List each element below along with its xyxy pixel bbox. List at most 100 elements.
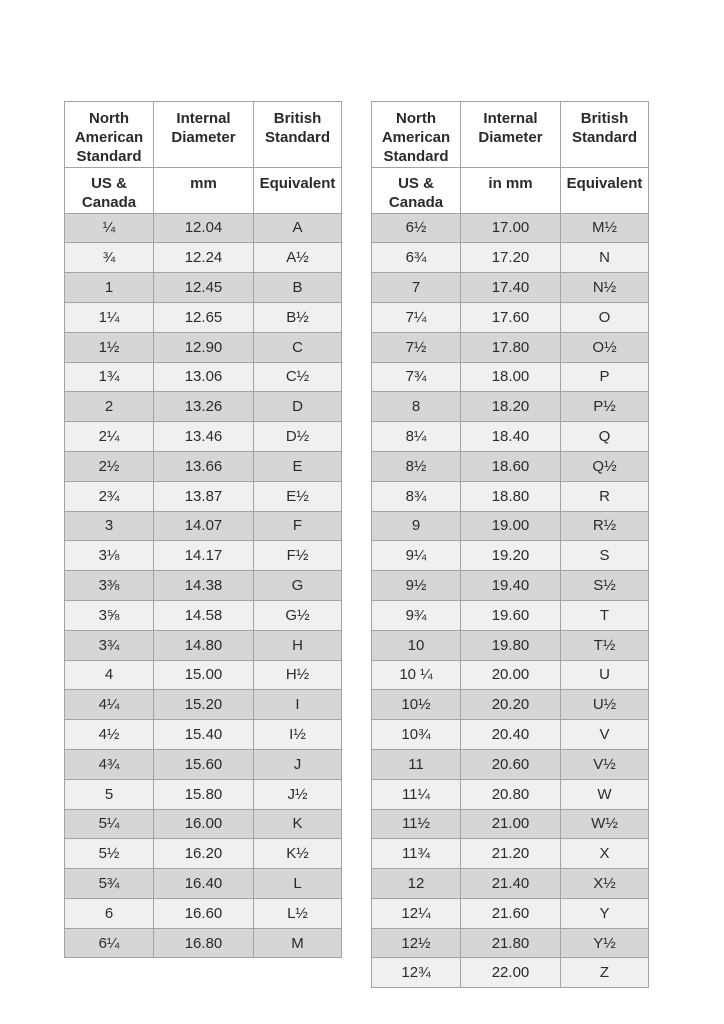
table-row: 12 21.40 X½	[371, 868, 649, 899]
table-cell: 3⅝	[64, 599, 154, 631]
table-cell: S½	[560, 570, 649, 601]
table-row: 5¼ 16.00 K	[64, 808, 342, 840]
table-cell: V	[560, 719, 649, 750]
table-cell: 7½	[371, 331, 461, 363]
table-cell: 16.80	[153, 927, 254, 959]
table-cell: G	[253, 570, 342, 601]
table-body: ¼ 12.04 A ¾ 12.24 A½ 1 12.45 B 1¼ 12.65 B½ 1½ 12.90 C 1…	[64, 212, 342, 959]
table-row: 3¾ 14.80 H	[64, 629, 342, 661]
table-row: 3⅜ 14.38 G	[64, 570, 342, 601]
table-row: 9¼ 19.20 S	[371, 540, 649, 572]
table-cell: 11¾	[371, 838, 461, 870]
table-cell: 15.60	[153, 748, 254, 780]
table-row: 8¼ 18.40 Q	[371, 421, 649, 452]
table-row: 7½ 17.80 O½	[371, 331, 649, 363]
table-cell: W½	[560, 808, 649, 840]
column-header-north-american-standard: North American Standard	[64, 101, 154, 168]
table-cell: 6½	[371, 212, 461, 244]
table-cell: 15.00	[153, 659, 254, 691]
table-cell: 12.45	[153, 272, 254, 303]
table-row: 4 15.00 H½	[64, 659, 342, 691]
table-cell: 13.26	[153, 391, 254, 423]
table-row: 8½ 18.60 Q½	[371, 450, 649, 482]
table-row: 6 16.60 L½	[64, 897, 342, 929]
table-cell: 18.40	[460, 421, 561, 452]
table-cell: W	[560, 778, 649, 810]
table-cell: G½	[253, 599, 342, 631]
table-cell: 8½	[371, 450, 461, 482]
table-cell: 11½	[371, 808, 461, 840]
table-cell: V½	[560, 748, 649, 780]
table-row: 7¼ 17.60 O	[371, 301, 649, 333]
table-cell: 21.60	[460, 897, 561, 929]
table-cell: 21.20	[460, 838, 561, 870]
table-cell: Z	[560, 957, 649, 989]
table-cell: 19.00	[460, 510, 561, 542]
table-cell: 9½	[371, 570, 461, 601]
table-cell: 18.00	[460, 361, 561, 393]
table-cell: H	[253, 629, 342, 661]
subheader-equivalent: Equivalent	[253, 166, 342, 214]
table-cell: 19.60	[460, 599, 561, 631]
table-cell: 15.80	[153, 778, 254, 810]
table-cell: 2½	[64, 450, 154, 482]
table-cell: 4	[64, 659, 154, 691]
table-cell: 16.20	[153, 838, 254, 870]
table-cell: P½	[560, 391, 649, 423]
table-row: 10¾ 20.40 V	[371, 719, 649, 750]
table-row: 11¼ 20.80 W	[371, 778, 649, 810]
table-row: 12½ 21.80 Y½	[371, 927, 649, 959]
table-cell: X½	[560, 868, 649, 899]
table-cell: 17.60	[460, 301, 561, 333]
table-cell: 12.24	[153, 242, 254, 274]
table-cell: 8¾	[371, 480, 461, 512]
table-cell: K	[253, 808, 342, 840]
table-cell: 5½	[64, 838, 154, 870]
table-row: 7¾ 18.00 P	[371, 361, 649, 393]
table-cell: 13.66	[153, 450, 254, 482]
table-cell: Q½	[560, 450, 649, 482]
table-cell: C	[253, 331, 342, 363]
table-row: 5 15.80 J½	[64, 778, 342, 810]
table-cell: 18.20	[460, 391, 561, 423]
table-row: 11¾ 21.20 X	[371, 838, 649, 870]
table-cell: 4¾	[64, 748, 154, 780]
table-cell: N½	[560, 272, 649, 303]
table-cell: 21.80	[460, 927, 561, 959]
table-cell: 8¼	[371, 421, 461, 452]
table-cell: 7¾	[371, 361, 461, 393]
table-cell: I½	[253, 719, 342, 750]
table-cell: 3	[64, 510, 154, 542]
table-cell: 19.20	[460, 540, 561, 572]
table-cell: 3⅛	[64, 540, 154, 572]
table-cell: 21.00	[460, 808, 561, 840]
header-row-main: North American Standard Internal Diamete…	[371, 101, 649, 168]
table-row: 11 20.60 V½	[371, 748, 649, 780]
table-row: 9 19.00 R½	[371, 510, 649, 542]
table-cell: 1	[64, 272, 154, 303]
table-row: ¼ 12.04 A	[64, 212, 342, 244]
table-row: 4½ 15.40 I½	[64, 719, 342, 750]
table-row: 2½ 13.66 E	[64, 450, 342, 482]
table-cell: 13.87	[153, 480, 254, 512]
table-cell: 17.20	[460, 242, 561, 274]
table-row: 4¼ 15.20 I	[64, 689, 342, 721]
table-cell: 13.46	[153, 421, 254, 452]
table-cell: J½	[253, 778, 342, 810]
table-cell: 7¼	[371, 301, 461, 333]
table-row: 12¼ 21.60 Y	[371, 897, 649, 929]
table-row: 6¼ 16.80 M	[64, 927, 342, 959]
table-cell: 14.07	[153, 510, 254, 542]
table-cell: C½	[253, 361, 342, 393]
table-cell: 15.40	[153, 719, 254, 750]
table-cell: 10 ¼	[371, 659, 461, 691]
table-cell: 12¼	[371, 897, 461, 929]
table-cell: 14.58	[153, 599, 254, 631]
table-cell: 17.80	[460, 331, 561, 363]
table-cell: O½	[560, 331, 649, 363]
table-cell: 20.60	[460, 748, 561, 780]
table-cell: 13.06	[153, 361, 254, 393]
table-cell: H½	[253, 659, 342, 691]
table-cell: 19.40	[460, 570, 561, 601]
